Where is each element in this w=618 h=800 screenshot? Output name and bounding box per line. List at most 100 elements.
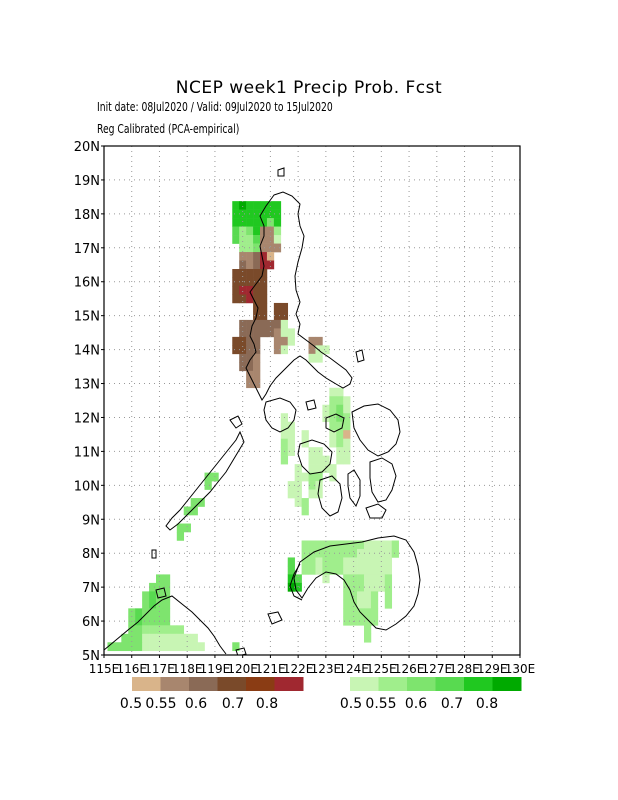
legend-swatch — [132, 677, 161, 691]
prob-cell — [162, 625, 171, 635]
prob-cell — [280, 302, 289, 312]
prob-cell — [149, 591, 157, 601]
prob-cell — [301, 430, 309, 439]
prob-cell — [357, 599, 365, 609]
prob-cell — [239, 243, 247, 253]
prob-cell — [149, 633, 157, 643]
prob-cell — [149, 608, 157, 618]
prob-cell — [301, 472, 309, 482]
coastline-catanduanes — [355, 349, 365, 363]
prob-cell — [246, 201, 254, 210]
prob-cell — [253, 218, 261, 227]
lon-tick-label: 128E — [449, 662, 480, 676]
prob-cell — [287, 430, 295, 439]
prob-cell — [246, 269, 254, 278]
prob-cell — [162, 642, 171, 652]
prob-cell — [350, 574, 358, 584]
prob-cell — [273, 243, 282, 253]
prob-cell — [246, 235, 254, 244]
prob-cell — [280, 455, 289, 465]
prob-cell — [377, 582, 386, 592]
prob-cell — [329, 430, 337, 439]
prob-cell — [322, 345, 330, 355]
prob-cell — [156, 625, 164, 635]
prob-cell — [357, 557, 365, 567]
prob-cell — [315, 353, 323, 363]
prob-cell — [273, 235, 282, 244]
prob-cell — [357, 565, 365, 575]
prob-cell — [232, 209, 240, 219]
prob-cell — [336, 557, 344, 567]
prob-cell — [364, 557, 372, 567]
prob-cell — [149, 582, 157, 592]
prob-cell — [343, 421, 351, 431]
prob-cell — [384, 574, 393, 584]
prob-cell — [329, 565, 337, 575]
prob-cell — [162, 591, 171, 601]
prob-cell — [183, 506, 191, 516]
prob-cell — [142, 599, 150, 609]
lat-tick-label: 19N — [74, 174, 100, 189]
prob-cell — [273, 319, 282, 329]
prob-cell — [232, 285, 240, 295]
prob-cell — [260, 201, 268, 210]
prob-cell — [364, 574, 372, 584]
prob-cell — [384, 599, 393, 609]
prob-cell — [232, 218, 240, 227]
legend-swatch — [246, 677, 275, 691]
prob-cell — [246, 218, 254, 227]
prob-cell — [176, 531, 185, 541]
prob-cell — [273, 311, 282, 321]
prob-cell — [246, 252, 254, 261]
prob-cell — [273, 201, 282, 210]
prob-cell — [156, 608, 164, 618]
latitude-tick-labels: 5N 6N 7N 8N 9N 10N 11N 12N 13N 14N 15N 16N 17N 18N 19N… — [74, 140, 104, 664]
coastline-calamian — [229, 415, 243, 429]
prob-cell — [176, 523, 185, 533]
prob-cell — [315, 540, 323, 550]
prob-cell — [266, 243, 275, 253]
prob-cell — [266, 260, 275, 270]
prob-cell — [315, 336, 323, 346]
prob-cell — [232, 235, 240, 244]
prob-cell — [308, 345, 316, 355]
prob-cell — [197, 498, 205, 507]
prob-cell — [322, 574, 330, 584]
prob-cell — [183, 523, 191, 533]
lon-tick-label: 123E — [311, 662, 342, 676]
lon-tick-label: 124E — [338, 662, 369, 676]
prob-cell — [287, 421, 295, 431]
prob-cell — [169, 633, 178, 643]
prob-cell — [329, 396, 337, 406]
prob-cell — [308, 455, 316, 465]
prob-cell — [301, 565, 309, 575]
prob-cell — [128, 625, 136, 635]
prob-cell — [280, 336, 289, 346]
prob-cell — [343, 574, 351, 584]
prob-cell — [183, 633, 191, 643]
prob-cell — [253, 294, 261, 304]
prob-cell — [260, 252, 268, 261]
prob-cell — [301, 557, 309, 567]
prob-cell — [364, 565, 372, 575]
prob-cell — [253, 235, 261, 244]
prob-cell — [329, 387, 337, 397]
prob-cell — [239, 201, 247, 210]
prob-cell — [329, 404, 337, 414]
prob-cell — [308, 353, 316, 363]
prob-cell — [156, 633, 164, 643]
prob-cell — [294, 574, 302, 584]
prob-cell — [142, 642, 150, 652]
prob-cell — [329, 464, 337, 473]
prob-cell — [176, 625, 185, 635]
lat-tick-label: 12N — [74, 411, 100, 426]
prob-cell — [260, 243, 268, 253]
prob-cell — [232, 269, 240, 278]
prob-cell — [239, 209, 247, 219]
coastline-bohol — [365, 503, 387, 519]
prob-cell — [315, 557, 323, 567]
prob-cell — [391, 540, 399, 550]
prob-cell — [343, 591, 351, 601]
coastline-luzon — [245, 191, 353, 401]
prob-cell — [384, 540, 393, 550]
